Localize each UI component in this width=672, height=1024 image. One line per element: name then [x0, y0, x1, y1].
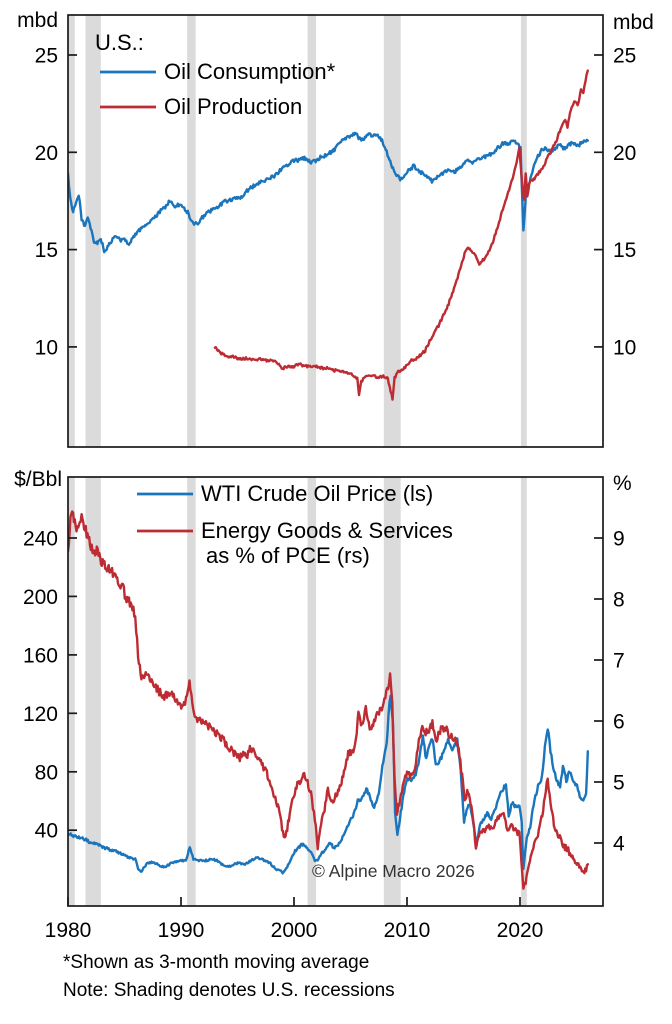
panel-frame [67, 14, 604, 448]
y-tick-label-right: 4 [613, 833, 625, 856]
oil-production-line [213, 69, 589, 401]
y-tick-label-left: 25 [35, 45, 58, 68]
pce-legend-label-line2: as % of PCE (rs) [206, 543, 370, 568]
panel-frames [67, 14, 604, 907]
y-tick-label-right: 8 [613, 589, 625, 612]
recession-band [383, 15, 401, 447]
y-tick-label-right: 15 [613, 239, 636, 262]
series-top [68, 69, 589, 401]
y-tick-label-right: 9 [613, 528, 625, 551]
recession-band [187, 15, 196, 447]
x-tick-label: 1990 [158, 919, 205, 942]
panel-frame [67, 476, 604, 907]
x-tick-label: 2000 [271, 919, 318, 942]
x-tick-label: 2010 [384, 919, 431, 942]
recession-band [85, 477, 101, 906]
oil-production-legend-label: Oil Production [164, 94, 302, 119]
wti-legend-label: WTI Crude Oil Price (ls) [201, 481, 433, 506]
series-bottom [68, 510, 589, 890]
recession-band [520, 477, 527, 906]
legend-bottom: WTI Crude Oil Price (ls) Energy Goods & … [137, 481, 453, 568]
y-tick-label-left: 160 [23, 644, 58, 667]
y-tick-label-right: 6 [613, 711, 625, 734]
y-tick-label-left: 15 [35, 239, 58, 262]
y-tick-label-right: 10 [613, 336, 636, 359]
y-tick-label-left: 240 [23, 528, 58, 551]
y-tick-label-left: 10 [35, 336, 58, 359]
axis-tick-labels: 25 20 15 10 25 20 15 10 240 200 160 120 80 40 9 8 7 6 5 4 19… [23, 45, 636, 943]
y-tick-label-right: 7 [613, 650, 625, 673]
y-tick-label-left: 200 [23, 586, 58, 609]
legend-top: U.S.: Oil Consumption* Oil Production [95, 30, 336, 119]
x-tick-label: 1980 [45, 919, 92, 942]
y-tick-label-right: 5 [613, 772, 625, 795]
y-tick-label-left: 120 [23, 703, 58, 726]
top-left-unit-label: mbd [17, 9, 58, 32]
bottom-left-unit-label: $/Bbl [14, 468, 62, 491]
footnote-moving-average: *Shown as 3-month moving average [63, 952, 369, 973]
pce-legend-label-line1: Energy Goods & Services [201, 518, 453, 543]
recession-band [85, 15, 101, 447]
bottom-right-unit-label: % [613, 472, 632, 495]
y-tick-label-left: 40 [35, 820, 58, 843]
y-tick-label-right: 25 [613, 45, 636, 68]
recession-band [68, 477, 75, 906]
y-tick-label-left: 80 [35, 761, 58, 784]
energy-goods-services-as-of-pce-rs-line [68, 510, 589, 890]
recession-band [307, 15, 317, 447]
watermark: © Alpine Macro 2026 [312, 861, 475, 881]
wti-crude-oil-price-ls-line [68, 694, 589, 875]
top-right-unit-label: mbd [613, 11, 654, 34]
recession-band [68, 15, 75, 447]
y-tick-label-left: 20 [35, 142, 58, 165]
legend-title: U.S.: [95, 30, 144, 55]
axis-ticks [67, 54, 603, 906]
y-tick-label-right: 20 [613, 142, 636, 165]
oil-consumption-legend-label: Oil Consumption* [164, 59, 336, 84]
oil-consumption-line [68, 131, 589, 254]
footnote-recessions: Note: Shading denotes U.S. recessions [63, 980, 395, 1001]
x-tick-label: 2020 [497, 919, 544, 942]
recession-band [307, 477, 317, 906]
